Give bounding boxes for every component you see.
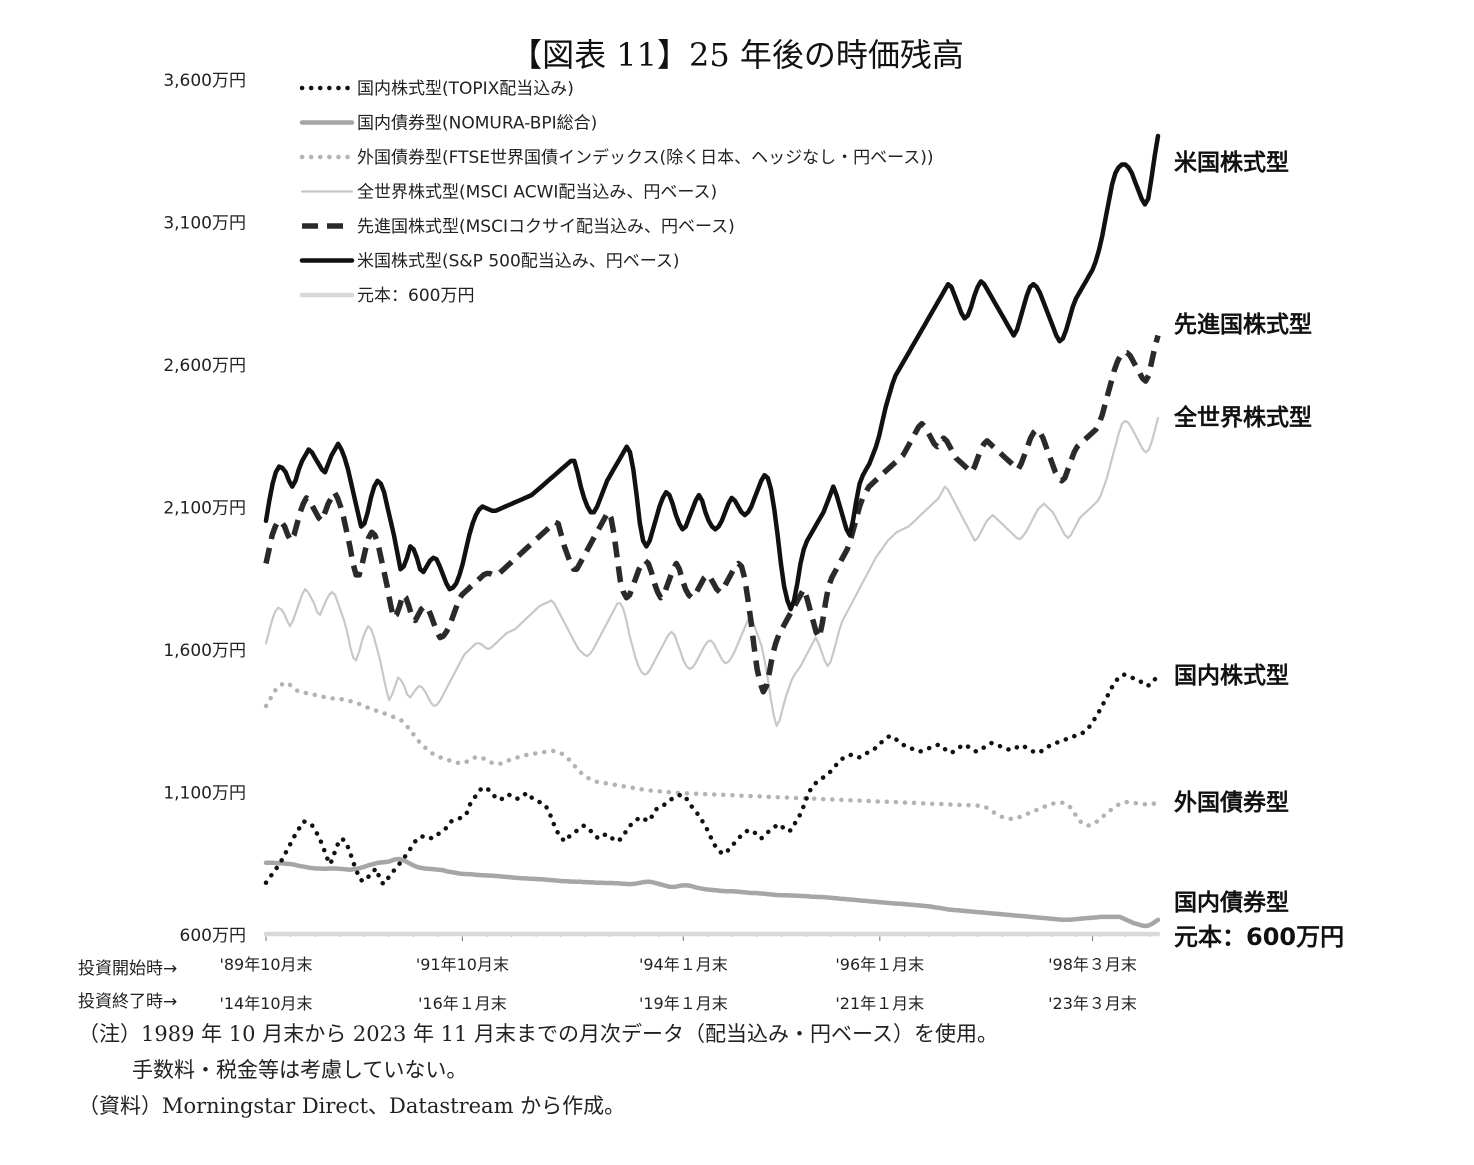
legend-label: 外国債券型(FTSE世界国債インデックス(除く日本、ヘッジなし・円ベース)): [357, 147, 934, 168]
y-tick-label: 1,100万円: [163, 784, 246, 804]
legend-label: 全世界株式型(MSCI ACWI配当込み、円ベース): [357, 183, 717, 203]
x-tick-label-start: '94年１月末: [639, 955, 728, 974]
footnote-1: （注）1989 年 10 月末から 2023 年 11 月末までの月次データ（配…: [78, 1022, 999, 1046]
row-label-start: 投資開始時→: [78, 959, 178, 979]
series-domestic-stock-line: [263, 672, 1161, 887]
x-tick-label-start: '89年10月末: [219, 955, 312, 974]
series-foreign-bond-line: [263, 680, 1161, 828]
series-domestic-bond-line: [263, 856, 1161, 929]
x-tick-label-start: '91年10月末: [416, 955, 509, 974]
y-tick-label: 2,100万円: [163, 499, 246, 519]
series-foreign-bond-end-label: 外国債券型: [1174, 789, 1289, 816]
x-tick-label-start: '98年３月末: [1048, 955, 1137, 974]
row-label-end: 投資終了時→: [78, 992, 178, 1012]
y-tick-label: 2,600万円: [163, 356, 246, 376]
legend-label: 国内債券型(NOMURA-BPI総合): [357, 114, 597, 134]
chart-title: 【図表 11】25 年後の時価残高: [510, 36, 964, 74]
series-principal-end-label: 元本：600万円: [1174, 923, 1344, 951]
footnote-2: 手数料・税金等は考慮していない。: [132, 1058, 468, 1082]
axis-group: 600万円 1,100万円 1,600万円 2,100万円 2,600万円 3,100万円…: [163, 71, 1158, 1013]
legend-label: 先進国株式型(MSCIコクサイ配当込み、円ベース): [357, 217, 735, 237]
footnote-source: （資料）Morningstar Direct、Datastream から作成。: [78, 1094, 626, 1118]
series-world-stock-end-label: 全世界株式型: [1173, 404, 1312, 431]
legend-label: 元本：600万円: [357, 286, 474, 306]
y-tick-label: 600万円: [180, 926, 246, 946]
series-domestic-bond-end-label: 国内債券型: [1174, 889, 1289, 916]
x-tick-label-end: '21年１月末: [835, 994, 924, 1013]
y-tick-label: 1,600万円: [163, 641, 246, 661]
legend: 国内株式型(TOPIX配当込み) 国内債券型(NOMURA-BPI総合) 外国債券型…: [299, 79, 934, 306]
series-domestic-stock-end-label: 国内株式型: [1174, 663, 1289, 689]
series-developed-stock-line: [263, 334, 1161, 695]
series-developed-stock-end-label: 先進国株式型: [1174, 312, 1312, 338]
series-world-stock-line: [264, 417, 1160, 728]
x-tick-label-end: '16年１月末: [418, 994, 507, 1013]
series-group: [263, 133, 1161, 937]
series-us-stock-line: [263, 133, 1161, 612]
series-us-stock-end-label: 米国株式型: [1174, 150, 1289, 176]
legend-label: 国内株式型(TOPIX配当込み): [357, 79, 574, 99]
legend-label: 米国株式型(S&P 500配当込み、円ベース): [357, 252, 680, 272]
x-tick-label-end: '19年１月末: [639, 994, 728, 1013]
x-tick-label-end: '23年３月末: [1048, 994, 1137, 1013]
x-tick-label-end: '14年10月末: [219, 994, 312, 1013]
y-tick-label: 3,100万円: [163, 214, 246, 234]
footnotes: （注）1989 年 10 月末から 2023 年 11 月末までの月次データ（配…: [78, 1016, 998, 1124]
y-tick-label: 3,600万円: [163, 71, 246, 91]
x-tick-label-start: '96年１月末: [835, 955, 924, 974]
